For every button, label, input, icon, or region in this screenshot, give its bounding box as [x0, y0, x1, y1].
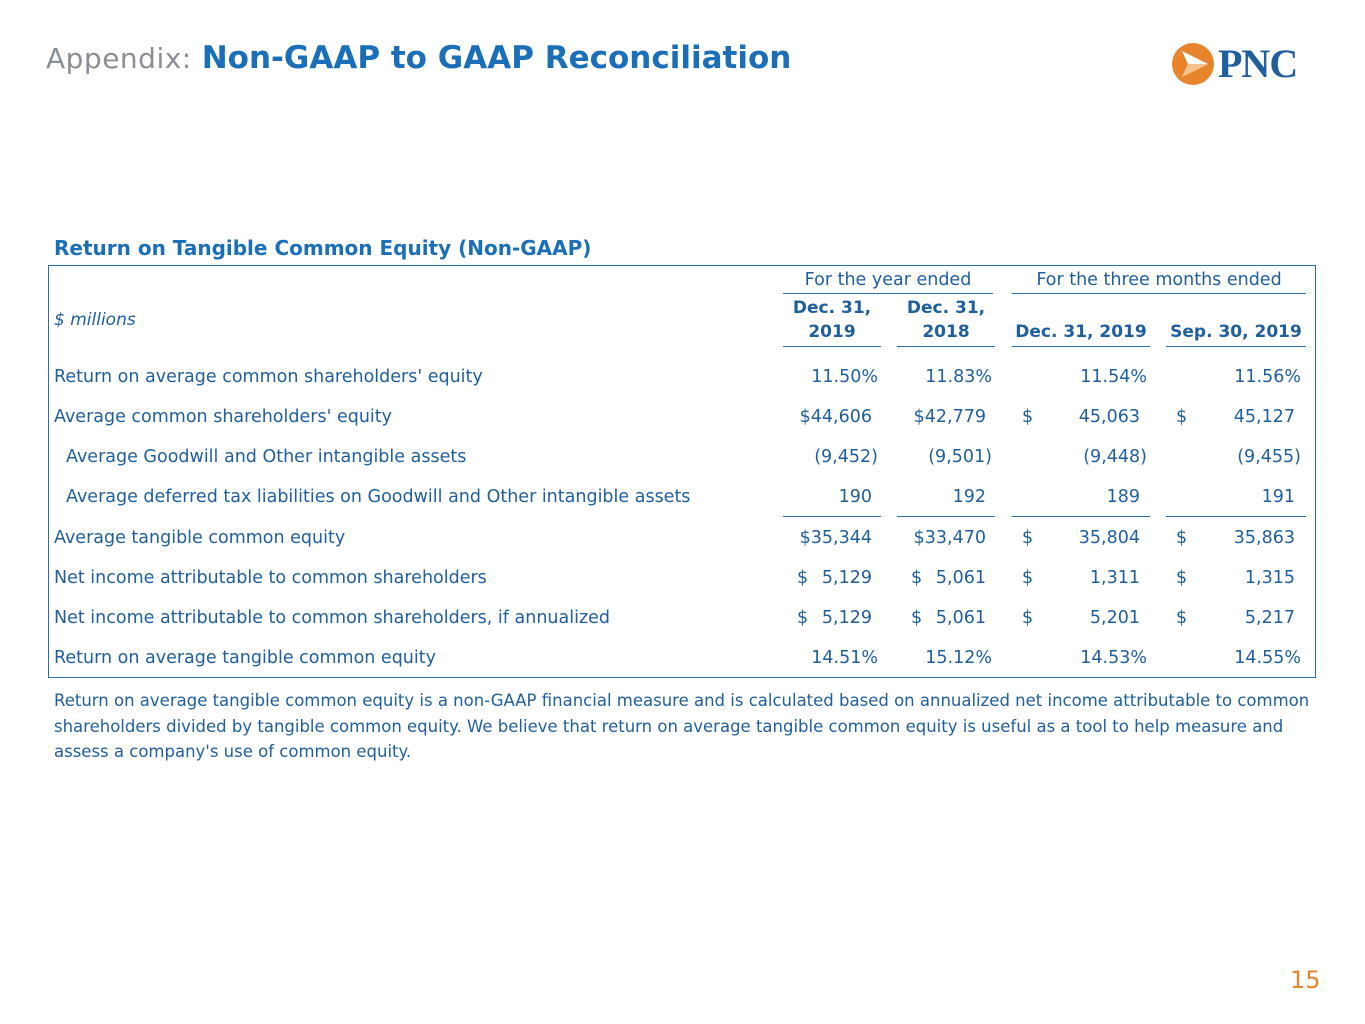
col-rule — [1012, 346, 1150, 347]
currency-sign: $ — [1176, 608, 1188, 628]
subtotal-rule — [783, 516, 881, 517]
table-cell: 11.83% — [925, 367, 992, 387]
header-prefix: Appendix: — [46, 42, 192, 75]
col-header-sep-2019-quarter: Sep. 30, 2019 — [1170, 322, 1302, 342]
table-cell: $42,779 — [913, 407, 986, 427]
row-label: Return on average tangible common equity — [54, 648, 436, 668]
table-title: Return on Tangible Common Equity (Non-GA… — [54, 236, 592, 260]
table-cell: $35,344 — [799, 528, 872, 548]
page-number: 15 — [1290, 966, 1321, 994]
currency-sign: $ — [797, 568, 809, 588]
col-header-line1: Dec. 31, — [906, 298, 986, 318]
table-cell: 14.51% — [811, 648, 878, 668]
col-rule — [1166, 346, 1306, 347]
currency-sign: $ — [1176, 528, 1188, 548]
col-header-dec-2019-year: Dec. 31, 2019 — [783, 296, 881, 344]
table-cell: 11.54% — [1080, 367, 1147, 387]
row-label: Net income attributable to common shareh… — [54, 568, 487, 588]
currency-sign: $ — [1176, 407, 1188, 427]
table-cell: 45,063 — [1078, 407, 1140, 427]
table-cell: 192 — [952, 487, 986, 507]
table-cell: (9,448) — [1083, 447, 1147, 467]
currency-sign: $ — [1022, 528, 1034, 548]
page-header: Appendix: Non-GAAP to GAAP Reconciliation — [46, 40, 791, 76]
col-header-line2: 2018 — [922, 322, 970, 342]
col-header-line1: Dec. 31, — [792, 298, 872, 318]
group-header-year: For the year ended — [804, 270, 972, 290]
subtotal-rule — [1166, 516, 1306, 517]
table-cell: 35,863 — [1233, 528, 1295, 548]
group-rule-quarter — [1012, 293, 1306, 294]
pnc-logo: PNC — [1170, 40, 1298, 87]
currency-sign: $ — [911, 608, 923, 628]
logo-text: PNC — [1218, 41, 1298, 86]
table-cell: (9,501) — [928, 447, 992, 467]
currency-sign: $ — [797, 608, 809, 628]
units-label: $ millions — [54, 310, 136, 330]
col-header-dec-2019-quarter: Dec. 31, 2019 — [1015, 322, 1147, 342]
table-cell: 190 — [838, 487, 872, 507]
table-cell: $33,470 — [913, 528, 986, 548]
table-cell: 191 — [1261, 487, 1295, 507]
row-label: Average tangible common equity — [54, 528, 346, 548]
table-cell: 5,129 — [821, 568, 872, 588]
table-cell: 5,061 — [935, 568, 986, 588]
subtotal-rule — [897, 516, 995, 517]
table-cell: 35,804 — [1078, 528, 1140, 548]
pnc-triangle-logo-icon — [1172, 42, 1214, 85]
table-cell: 14.55% — [1234, 648, 1301, 668]
currency-sign: $ — [1022, 608, 1034, 628]
group-rule-year — [783, 293, 993, 294]
row-label: Average deferred tax liabilities on Good… — [66, 487, 691, 507]
currency-sign: $ — [1176, 568, 1188, 588]
table-cell: 45,127 — [1233, 407, 1295, 427]
table-cell: 5,061 — [935, 608, 986, 628]
row-label: Return on average common shareholders' e… — [54, 367, 483, 387]
table-cell: 189 — [1106, 487, 1140, 507]
col-rule — [783, 346, 881, 347]
col-header-line2: 2019 — [808, 322, 856, 342]
currency-sign: $ — [911, 568, 923, 588]
currency-sign: $ — [1022, 407, 1034, 427]
table-cell: 5,201 — [1089, 608, 1140, 628]
footnote: Return on average tangible common equity… — [54, 691, 1310, 761]
group-header-quarter: For the three months ended — [1036, 270, 1282, 290]
table-cell: 5,217 — [1244, 608, 1295, 628]
col-header-dec-2018-year: Dec. 31, 2018 — [897, 296, 995, 344]
page-title: Non-GAAP to GAAP Reconciliation — [201, 40, 792, 76]
row-label: Average Goodwill and Other intangible as… — [66, 447, 467, 467]
table-cell: 14.53% — [1080, 648, 1147, 668]
table-cell: (9,452) — [814, 447, 878, 467]
col-rule — [897, 346, 995, 347]
subtotal-rule — [1012, 516, 1150, 517]
row-label: Net income attributable to common shareh… — [54, 608, 611, 628]
table-cell: 15.12% — [925, 648, 992, 668]
table-cell: 5,129 — [821, 608, 872, 628]
table-cell: $44,606 — [799, 407, 872, 427]
currency-sign: $ — [1022, 568, 1034, 588]
reconciliation-table — [48, 265, 1316, 678]
table-cell: 11.50% — [811, 367, 878, 387]
table-cell: 1,315 — [1244, 568, 1295, 588]
table-cell: 1,311 — [1089, 568, 1140, 588]
table-cell: 11.56% — [1234, 367, 1301, 387]
row-label: Average common shareholders' equity — [54, 407, 392, 427]
table-cell: (9,455) — [1237, 447, 1301, 467]
